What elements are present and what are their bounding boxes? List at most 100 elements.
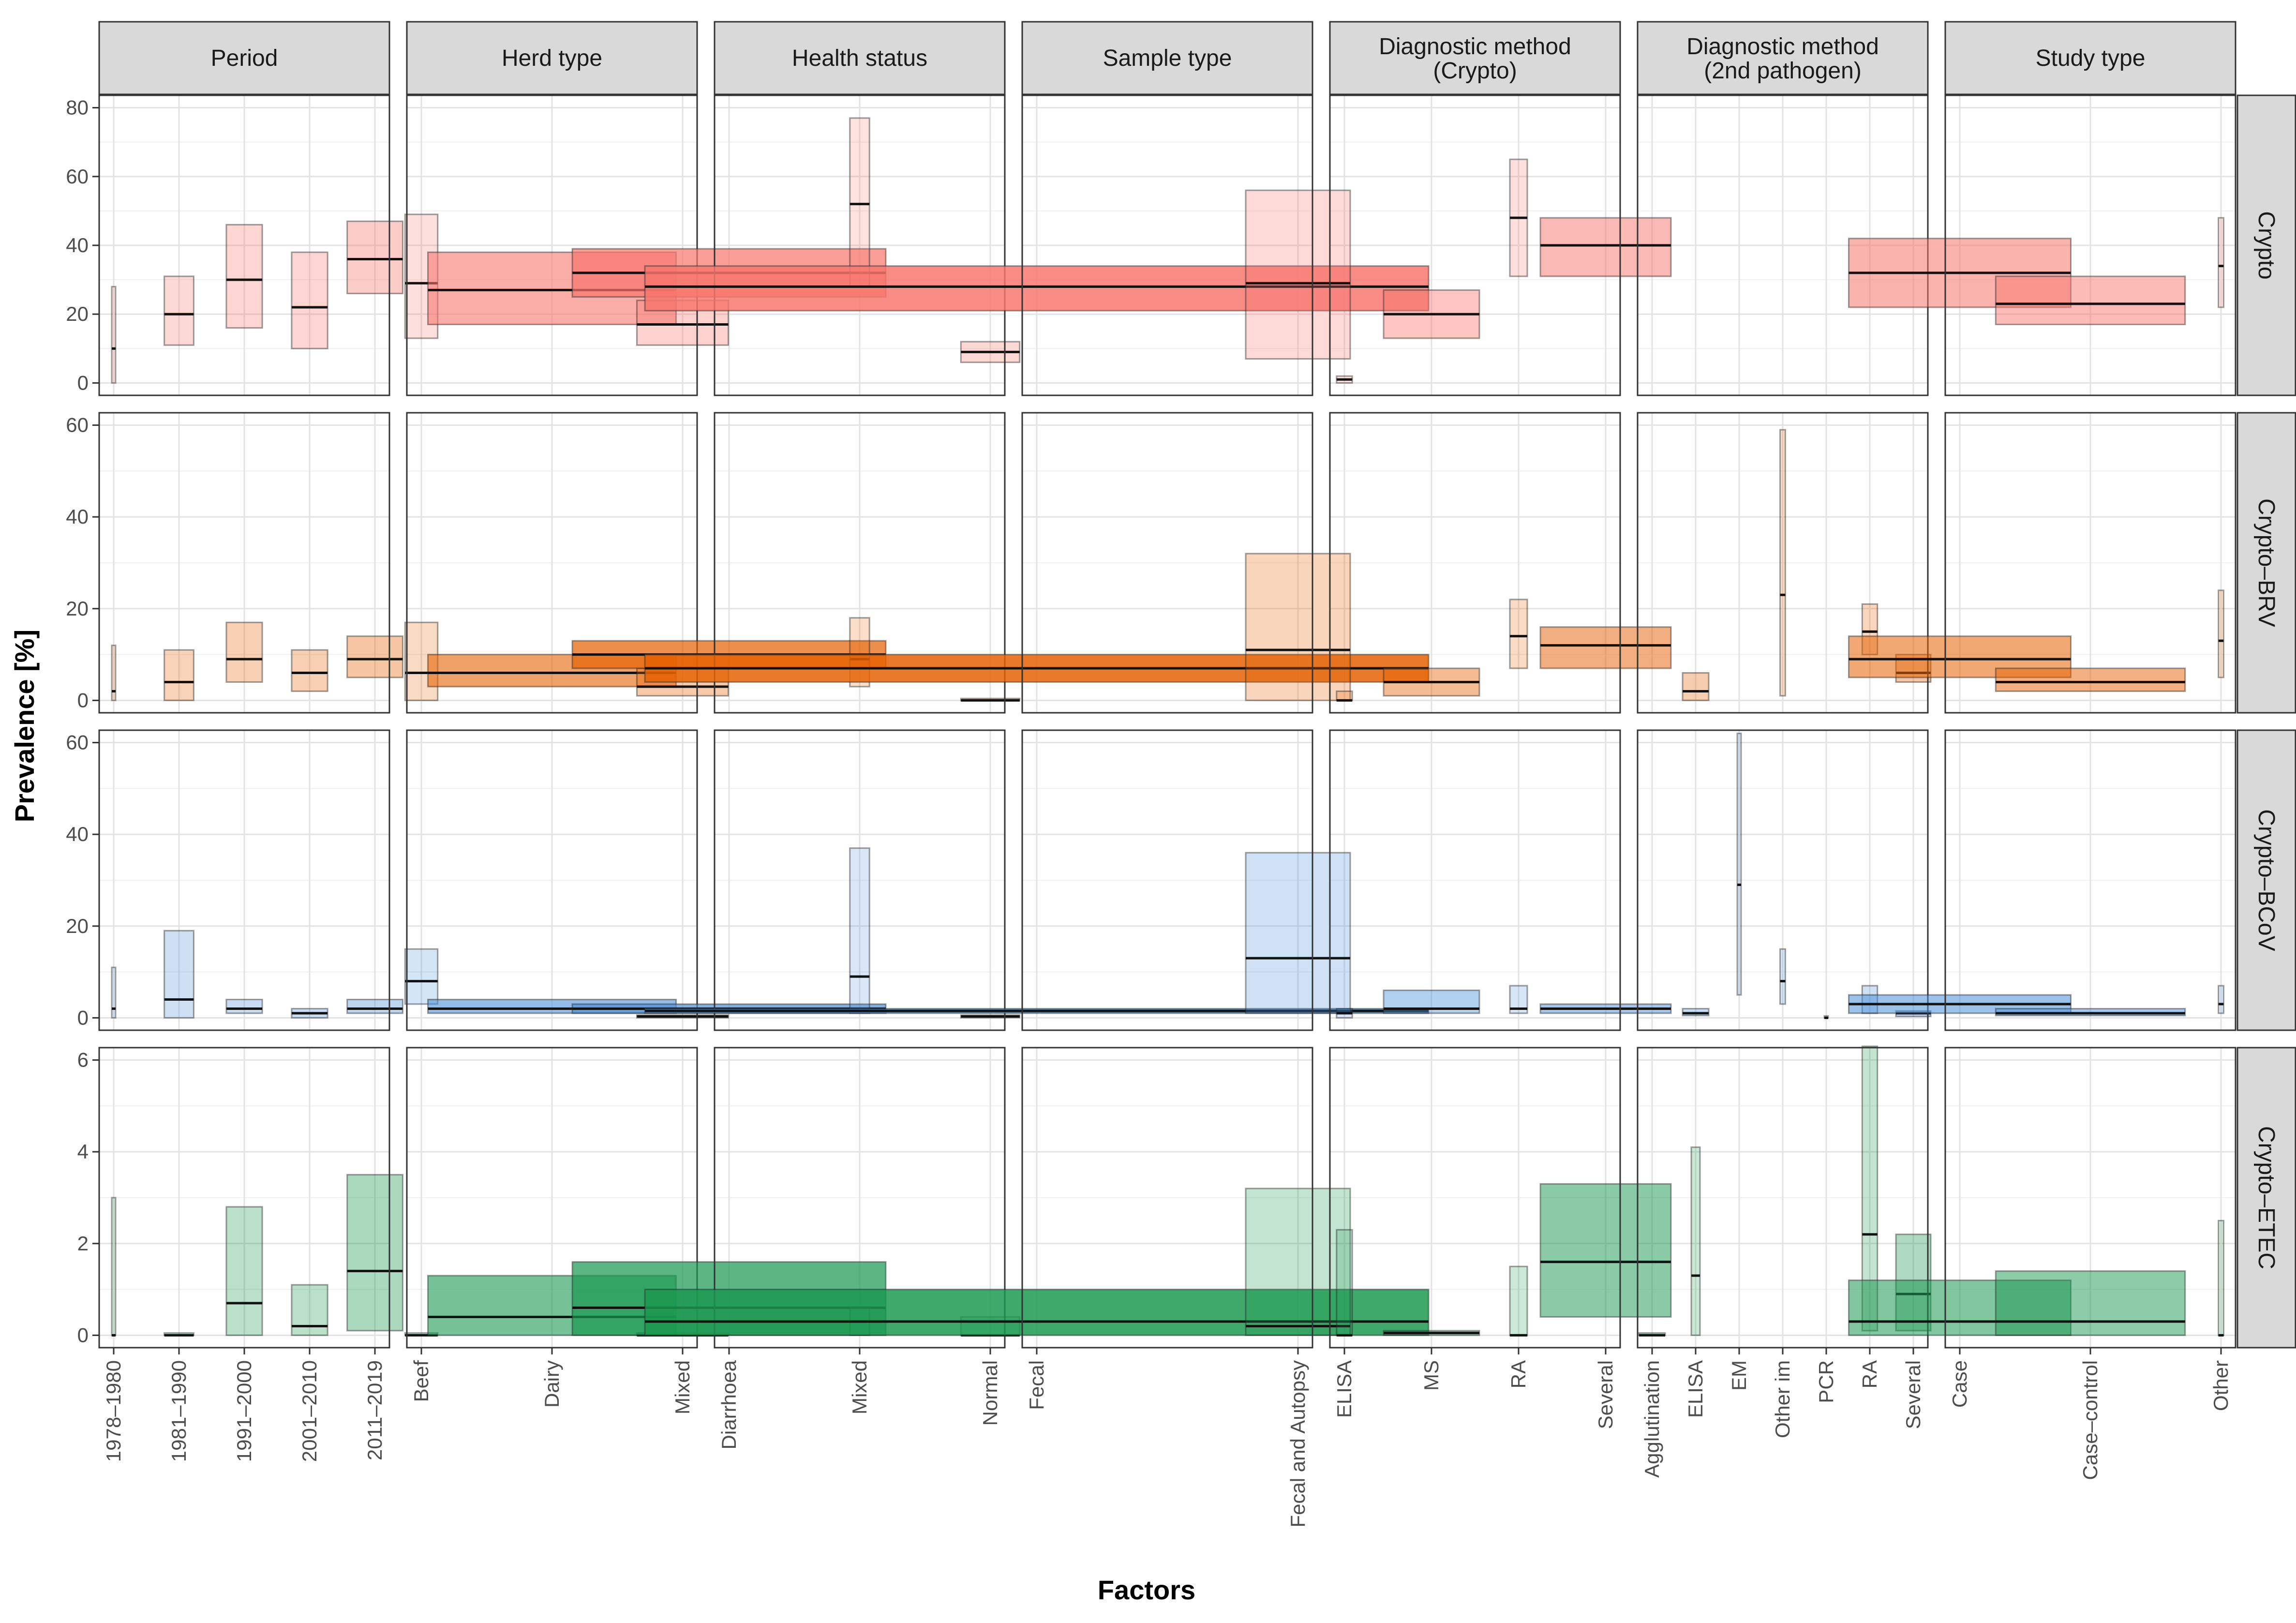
panel-border (98, 94, 390, 396)
panel-border (1944, 412, 2236, 714)
range-bar-crypto-health-mixed (849, 117, 870, 287)
range-bar-bcov-diag2-em (1736, 733, 1742, 996)
panel-border (406, 94, 698, 396)
strip-label-study: Study type (2036, 45, 2146, 71)
range-bar-bcov-period-1978-1980 (111, 966, 117, 1019)
range-bar-crypto-diag1-several (1539, 217, 1672, 277)
x-tick-label-period-2001-2010: 2001–2010 (298, 1360, 321, 1462)
range-bar-brv-study-case-control (1995, 667, 2186, 692)
panel-border (714, 729, 1006, 1031)
row-strip-label-brv: Crypto–BRV (2253, 498, 2279, 627)
panel-border (98, 412, 390, 714)
x-tick-label-diag1-ms: MS (1420, 1360, 1443, 1391)
y-tick-label-etec: 2 (77, 1232, 89, 1255)
strip-sample (1021, 21, 1313, 95)
x-tick-label-study-case-control: Case–control (2079, 1360, 2102, 1480)
range-bar-crypto-period-1981-1990 (164, 275, 194, 346)
range-bar-bcov-diag2-other-im (1779, 948, 1786, 1005)
y-axis-title: Prevalence [%] (9, 630, 40, 822)
panel-border (98, 1047, 390, 1349)
range-bar-crypto-period-1991-2000 (225, 224, 263, 329)
panel-border (1944, 1047, 2236, 1349)
panel-border (406, 729, 698, 1031)
strip-label-herd: Herd type (502, 45, 602, 71)
range-bar-crypto-study-case-control (1995, 275, 2186, 326)
range-bar-etec-study-case (1848, 1279, 2072, 1336)
range-bar-etec-period-2011-2019 (346, 1174, 403, 1332)
y-tick-label-crypto: 80 (66, 96, 89, 119)
y-tick-label-crypto: 0 (77, 371, 89, 394)
strip-label-sample: Sample type (1103, 45, 1232, 71)
x-tick-label-diag1-ra: RA (1507, 1360, 1530, 1388)
range-bar-crypto-sample-fecal (644, 265, 1430, 312)
y-tick-label-bcov: 20 (66, 915, 89, 937)
range-bar-etec-diag1-elisa (1336, 1229, 1353, 1336)
x-tick-label-sample-fecal-and-autopsy: Fecal and Autopsy (1286, 1360, 1309, 1528)
panel-border (406, 412, 698, 714)
strip-label-health: Health status (792, 45, 927, 71)
panel-border (98, 729, 390, 1031)
range-bar-brv-diag1-elisa (1336, 690, 1353, 701)
strip-health (714, 21, 1006, 95)
range-bar-brv-study-other (2218, 589, 2224, 678)
range-bar-brv-diag1-ra (1509, 599, 1528, 669)
x-tick-label-diag1-elisa: ELISA (1333, 1360, 1356, 1418)
y-tick-label-crypto: 40 (66, 234, 89, 256)
x-tick-label-health-normal: Normal (979, 1360, 1001, 1426)
panel-border (1021, 412, 1313, 714)
label-layer: Period Herd type Health status Sample type D… (66, 34, 2279, 1528)
y-tick-label-etec: 4 (77, 1140, 89, 1163)
row-strip-label-etec: Crypto–ETEC (2253, 1126, 2279, 1269)
x-tick-label-period-2011-2019: 2011–2019 (363, 1360, 386, 1460)
range-bar-etec-diag1-ra (1509, 1265, 1528, 1336)
x-tick-label-health-diarrhoea: Diarrhoea (717, 1360, 740, 1449)
panel-border (1021, 729, 1313, 1031)
strip-period (98, 21, 390, 95)
range-bar-etec-sample-fecal (644, 1289, 1430, 1336)
y-tick-label-brv: 0 (77, 689, 89, 711)
range-bar-bcov-sample-fecal-and-autopsy (1245, 852, 1351, 1014)
panel-border (1329, 1047, 1621, 1349)
strip-label-line: Period (211, 45, 278, 71)
strip-diag1 (1329, 21, 1621, 95)
row-strip-label-crypto: Crypto (2253, 211, 2279, 279)
x-tick-label-diag2-other-im: Other im (1771, 1360, 1794, 1438)
panel-border (1637, 1047, 1929, 1349)
range-bar-bcov-study-other (2218, 985, 2224, 1014)
x-tick-label-herd-mixed: Mixed (671, 1360, 694, 1414)
row-strip-crypto (2236, 94, 2296, 396)
range-bar-brv-period-1981-1990 (164, 649, 194, 701)
x-tick-label-herd-dairy: Dairy (540, 1360, 563, 1408)
x-tick-label-diag1-several: Several (1594, 1360, 1617, 1429)
panel-border (1329, 729, 1621, 1031)
range-bar-crypto-period-2011-2019 (346, 220, 403, 295)
range-bar-etec-diag1-several (1539, 1183, 1672, 1318)
strip-label-line: Herd type (502, 45, 602, 71)
range-bar-crypto-period-1978-1980 (111, 286, 117, 384)
strip-label-line: Health status (792, 45, 927, 71)
x-tick-label-diag2-agglutination: Agglutination (1640, 1360, 1663, 1478)
x-tick-label-herd-beef: Beef (410, 1360, 432, 1402)
x-tick-label-diag2-pcr: PCR (1815, 1360, 1837, 1403)
y-tick-label-brv: 40 (66, 505, 89, 528)
x-axis-title: Factors (1098, 1575, 1195, 1605)
row-strip-label-bcov: Crypto–BCoV (2253, 809, 2279, 951)
strip-label-line: Sample type (1103, 45, 1232, 71)
range-bar-etec-study-case-control (1995, 1270, 2186, 1336)
panel-border (1329, 412, 1621, 714)
range-bar-etec-period-1991-2000 (225, 1206, 263, 1336)
strip-label-line: (2nd pathogen) (1704, 58, 1862, 84)
row-strip-etec (2236, 1047, 2296, 1349)
y-tick-label-bcov: 0 (77, 1006, 89, 1029)
range-bar-brv-diag2-other-im (1779, 429, 1786, 697)
range-bar-brv-sample-fecal-and-autopsy (1245, 553, 1351, 701)
strip-diag2 (1637, 21, 1929, 95)
y-tick-label-bcov: 60 (66, 731, 89, 754)
row-strip-brv (2236, 412, 2296, 714)
range-bar-brv-period-1991-2000 (225, 621, 263, 683)
x-tick-label-diag2-ra: RA (1858, 1360, 1881, 1388)
x-tick-label-diag2-elisa: ELISA (1684, 1360, 1707, 1418)
range-bar-bcov-health-mixed (849, 847, 870, 1014)
y-tick-label-bcov: 40 (66, 823, 89, 845)
x-tick-label-sample-fecal: Fecal (1025, 1360, 1048, 1410)
